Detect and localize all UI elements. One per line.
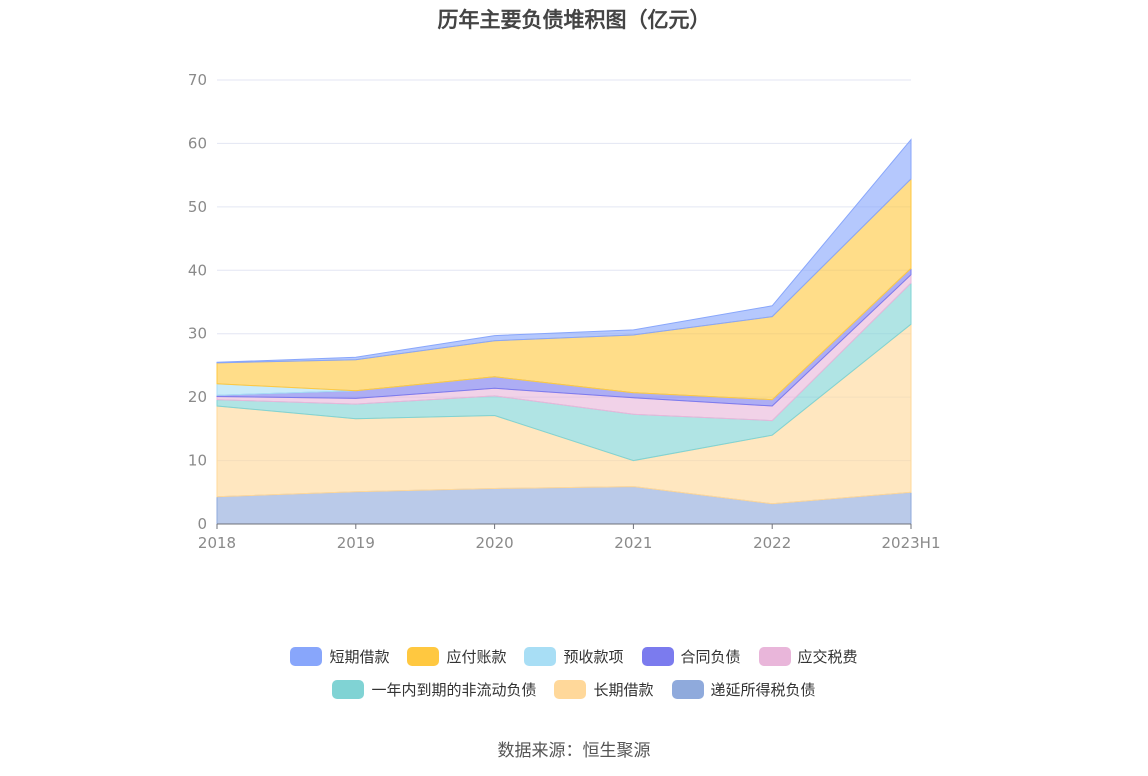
legend-label: 一年内到期的非流动负债	[371, 681, 537, 699]
legend-label: 长期借款	[593, 681, 654, 699]
legend-row: 短期借款 应付账款 预收款项 合同负债 应交税费	[0, 640, 1148, 673]
x-tick-label: 2018	[198, 534, 236, 552]
legend-label: 预收款项	[563, 648, 624, 666]
legend-label: 合同负债	[680, 648, 741, 666]
y-tick-label: 40	[188, 261, 207, 279]
legend-item[interactable]: 长期借款	[554, 679, 654, 700]
x-tick-label: 2019	[337, 534, 375, 552]
y-tick-label: 50	[188, 198, 207, 216]
stacked-area-chart: 0 10 20 30 40 50 60 70 2018 2019 2020 2021 2022 2023…	[188, 71, 941, 552]
y-axis-ticks: 0 10 20 30 40 50 60 70	[188, 71, 207, 533]
legend-swatch	[524, 647, 557, 666]
data-source: 数据来源：恒生聚源	[497, 741, 651, 761]
x-axis	[216, 523, 912, 529]
legend-item[interactable]: 短期借款	[290, 646, 389, 667]
legend-swatch	[758, 647, 791, 666]
x-tick-label: 2021	[614, 534, 652, 552]
y-tick-label: 70	[188, 71, 207, 89]
chart-title: 历年主要负债堆积图（亿元）	[437, 8, 711, 32]
legend-swatch	[554, 680, 587, 699]
area-series	[216, 138, 912, 364]
area-series	[216, 177, 912, 401]
legend-swatch	[671, 680, 704, 699]
chart-legend: 短期借款 应付账款 预收款项 合同负债 应交税费 一年内到期的非流动负债 长期借款 递延所得…	[0, 640, 1148, 706]
legend-swatch	[407, 647, 440, 666]
y-tick-label: 10	[188, 452, 207, 470]
x-axis-ticks: 2018 2019 2020 2021 2022 2023H1	[198, 534, 941, 552]
legend-swatch	[641, 647, 674, 666]
legend-label: 递延所得税负债	[710, 681, 816, 699]
legend-swatch	[332, 680, 365, 699]
legend-label: 应交税费	[797, 648, 858, 666]
legend-item[interactable]: 应付账款	[407, 646, 506, 667]
legend-row: 一年内到期的非流动负债 长期借款 递延所得税负债	[0, 673, 1148, 706]
y-tick-label: 60	[188, 134, 207, 152]
legend-item[interactable]: 递延所得税负债	[671, 679, 816, 700]
legend-label: 应付账款	[446, 648, 507, 666]
legend-label: 短期借款	[329, 648, 390, 666]
legend-item[interactable]: 预收款项	[524, 646, 624, 667]
legend-item[interactable]: 应交税费	[758, 646, 858, 667]
legend-item[interactable]: 合同负债	[641, 646, 741, 667]
x-tick-label: 2023H1	[882, 534, 941, 552]
x-tick-label: 2020	[476, 534, 514, 552]
y-tick-label: 20	[188, 388, 207, 406]
y-tick-label: 30	[188, 325, 207, 343]
y-tick-label: 0	[197, 515, 207, 533]
legend-swatch	[290, 647, 323, 666]
area-series	[216, 138, 912, 525]
x-tick-label: 2022	[753, 534, 791, 552]
legend-item[interactable]: 一年内到期的非流动负债	[332, 679, 536, 700]
